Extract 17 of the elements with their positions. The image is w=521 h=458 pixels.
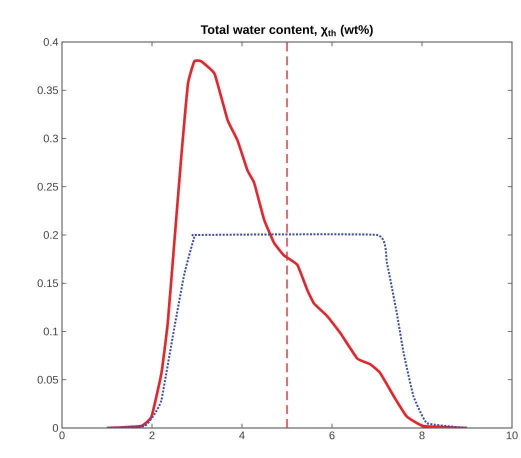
- y-tick-label: 0.4: [44, 38, 58, 46]
- y-tick-label: 0.3: [44, 134, 58, 142]
- x-tick-label: 8: [419, 432, 425, 440]
- y-tick-label: 0.1: [44, 328, 58, 336]
- x-tick-label: 10: [506, 432, 518, 440]
- x-tick-label: 0: [59, 432, 65, 440]
- y-tick-label: 0.25: [38, 182, 58, 191]
- line-series: [106, 233, 468, 428]
- y-tick-label: 0.05: [38, 376, 58, 384]
- x-tick-label: 2: [150, 432, 155, 440]
- y-tick-label: 0.2: [44, 231, 58, 239]
- x-tick-label: 6: [330, 432, 335, 440]
- x-tick-label: 4: [239, 432, 245, 440]
- y-tick-label: 0: [52, 424, 58, 432]
- chart-title: Total water content, χ$_{th}$ (wt%): [200, 24, 373, 36]
- y-tick-label: 0.35: [38, 86, 58, 94]
- y-tick-label: 0.15: [38, 279, 58, 288]
